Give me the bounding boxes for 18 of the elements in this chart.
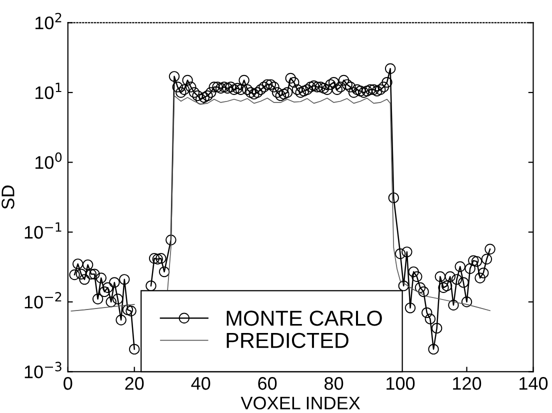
x-tick-label: 0: [64, 377, 72, 390]
x-tick-label: 60: [258, 377, 277, 390]
y-tick-label: 10$^{−1}$: [24, 222, 62, 239]
x-tick-label: 40: [191, 377, 210, 390]
x-tick-label: 140: [520, 377, 548, 390]
y-tick-label: 10$^{2}$: [36, 12, 62, 30]
x-tick-label: 80: [324, 377, 344, 390]
legend-label: PREDICTED: [226, 332, 348, 348]
x-tick-label: 20: [125, 377, 144, 390]
y-axis-title: SD: [2, 186, 14, 209]
x-tick-label: 100: [386, 377, 415, 390]
y-tick-label: 10$^{0}$: [36, 152, 62, 169]
x-tick-label: 120: [453, 377, 482, 390]
y-tick-label: 10$^{−2}$: [24, 292, 62, 308]
x-axis-title: VOXEL INDEX: [240, 396, 360, 410]
y-tick-label: 10$^{−3}$: [24, 362, 62, 378]
y-tick-label: 10$^{1}$: [36, 82, 62, 100]
legend-label: MONTE CARLO: [226, 310, 382, 326]
